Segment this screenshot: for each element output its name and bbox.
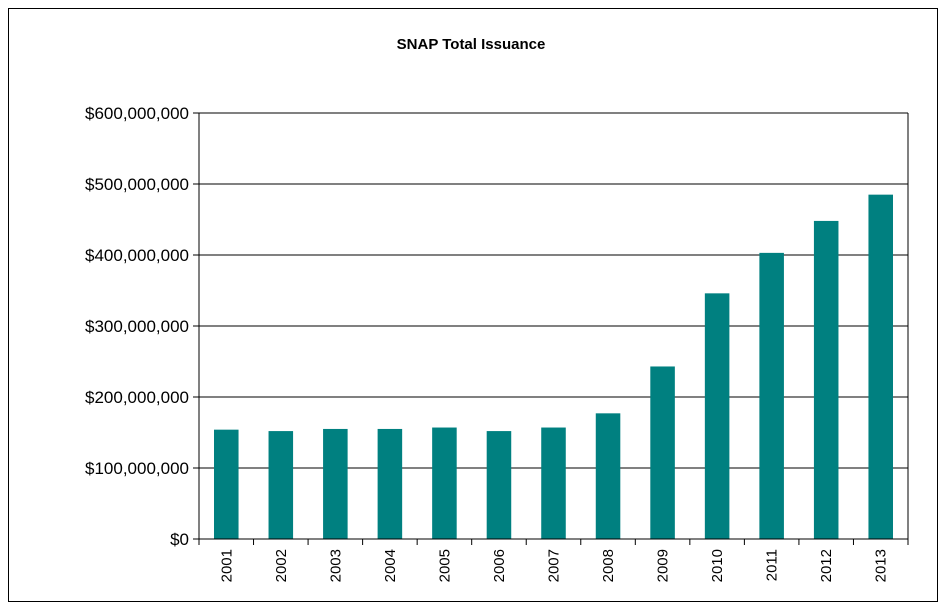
bar-2001 — [213, 429, 239, 539]
y-tick-label: $400,000,000 — [85, 246, 189, 265]
x-tick-label: 2007 — [546, 549, 563, 582]
bar-2003 — [323, 428, 348, 539]
y-tick-label: $600,000,000 — [85, 104, 189, 123]
x-tick-label: 2011 — [764, 549, 781, 581]
chart-title: SNAP Total Issuance — [396, 36, 546, 53]
y-tick-label: $500,000,000 — [85, 175, 189, 194]
y-tick-label: $200,000,000 — [85, 388, 189, 407]
y-tick-label: $100,000,000 — [85, 459, 189, 478]
x-tick-label: 2013 — [873, 549, 890, 582]
bar-2002 — [268, 431, 294, 539]
bar-2011 — [759, 252, 784, 539]
x-tick-label: 2003 — [327, 549, 344, 582]
bar-2009 — [650, 366, 675, 539]
y-tick-label: $0 — [170, 530, 189, 549]
bar-2005 — [432, 427, 457, 539]
x-tick-label: 2001 — [218, 549, 235, 582]
bar-2013 — [868, 194, 894, 539]
bar-2008 — [595, 413, 621, 539]
x-tick-label: 2005 — [436, 549, 453, 582]
x-tick-label: 2002 — [273, 549, 290, 582]
bar-2012 — [813, 220, 839, 540]
bar-2004 — [377, 428, 403, 539]
bar-2010 — [704, 293, 730, 539]
bar-2007 — [541, 427, 566, 539]
y-tick-label: $300,000,000 — [85, 317, 189, 336]
x-tick-label: 2012 — [818, 549, 835, 582]
x-tick-label: 2010 — [709, 549, 726, 582]
bar-2006 — [486, 431, 512, 539]
x-tick-label: 2004 — [382, 549, 399, 582]
x-tick-label: 2008 — [600, 549, 617, 582]
x-tick-label: 2006 — [491, 549, 508, 582]
x-tick-label: 2009 — [655, 549, 672, 582]
